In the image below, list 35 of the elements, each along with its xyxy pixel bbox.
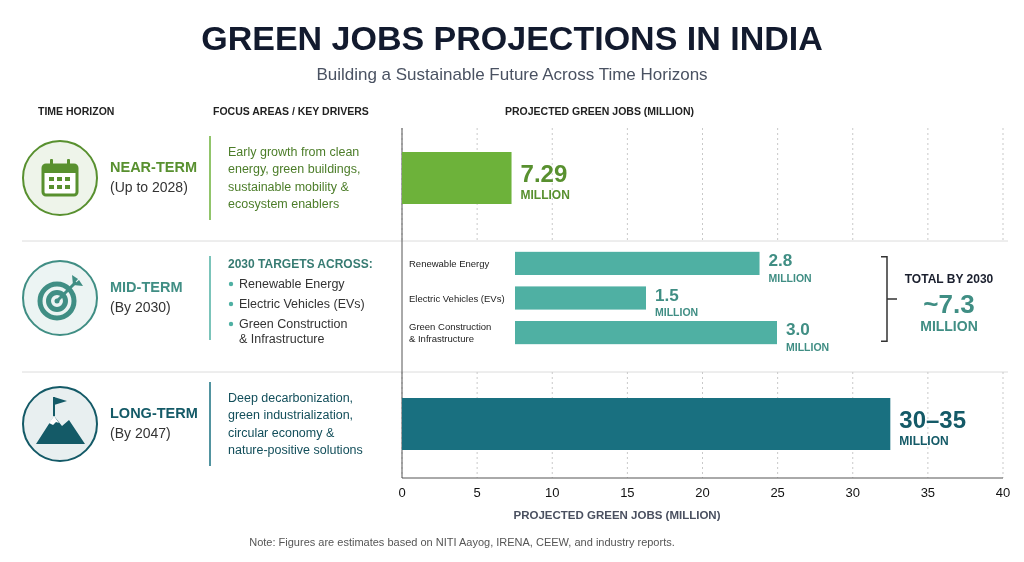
data-label: 7.29 MILLION (520, 160, 570, 203)
text: Building a Sustainable Future Across Time Horizons (316, 65, 708, 84)
text: ~7.3 MILLION (920, 289, 978, 334)
text: TOTAL BY 2030 (904, 272, 994, 286)
y-axis-title: MID-TERM (By 2030) (110, 279, 183, 315)
x-tick-label: 30 (845, 485, 860, 500)
y-tick-label: Electric Vehicles (EVs) (409, 292, 505, 304)
y-tick-label: Green Construction & Infrastructure (409, 321, 492, 345)
text: 2030 TARGETS ACROSS: (228, 257, 373, 271)
data-label: 30–35 MILLION (899, 406, 967, 449)
category-label: Renewable Energy (239, 277, 345, 291)
x-tick-label: 0 (398, 485, 406, 500)
category-label: Electric Vehicles (EVs) (239, 297, 365, 311)
x-tick-label: 10 (545, 485, 560, 500)
x-tick-label: 35 (920, 485, 936, 500)
x-axis-title: PROJECTED GREEN JOBS (MILLION) (513, 509, 721, 521)
category-label: Green Construction & Infrastructure (239, 317, 348, 346)
text: Note: Figures are estimates based on NITI Aayog, IRENA, CEEW, and industry reports. (249, 536, 675, 548)
x-tick-label: 20 (695, 485, 710, 500)
data-label: 3.0 MILLION (786, 319, 830, 353)
data-label: 2.8 MILLION (768, 250, 812, 284)
x-tick-label: 5 (473, 485, 481, 500)
text: GREEN JOBS PROJECTIONS IN INDIA (201, 19, 823, 57)
x-tick-label: 40 (995, 485, 1011, 500)
x-tick-label: 25 (770, 485, 785, 500)
y-axis-title: LONG-TERM (By 2047) (110, 405, 198, 441)
text: Early growth from clean energy, green buildings, sustainable mobility & ecosystem enablers (228, 144, 361, 212)
text: TIME HORIZON (38, 105, 115, 117)
y-tick-label: Renewable Energy (409, 257, 490, 269)
text: Deep decarbonization, green industrialization, circular economy & nature-positive solutions (228, 390, 363, 458)
data-label: 1.5 MILLION (655, 284, 699, 319)
text: FOCUS AREAS / KEY DRIVERS (213, 105, 369, 117)
x-tick-label: 15 (620, 485, 635, 500)
y-axis-title: NEAR-TERM (Up to 2028) (110, 159, 197, 195)
text: PROJECTED GREEN JOBS (MILLION) (505, 105, 695, 117)
